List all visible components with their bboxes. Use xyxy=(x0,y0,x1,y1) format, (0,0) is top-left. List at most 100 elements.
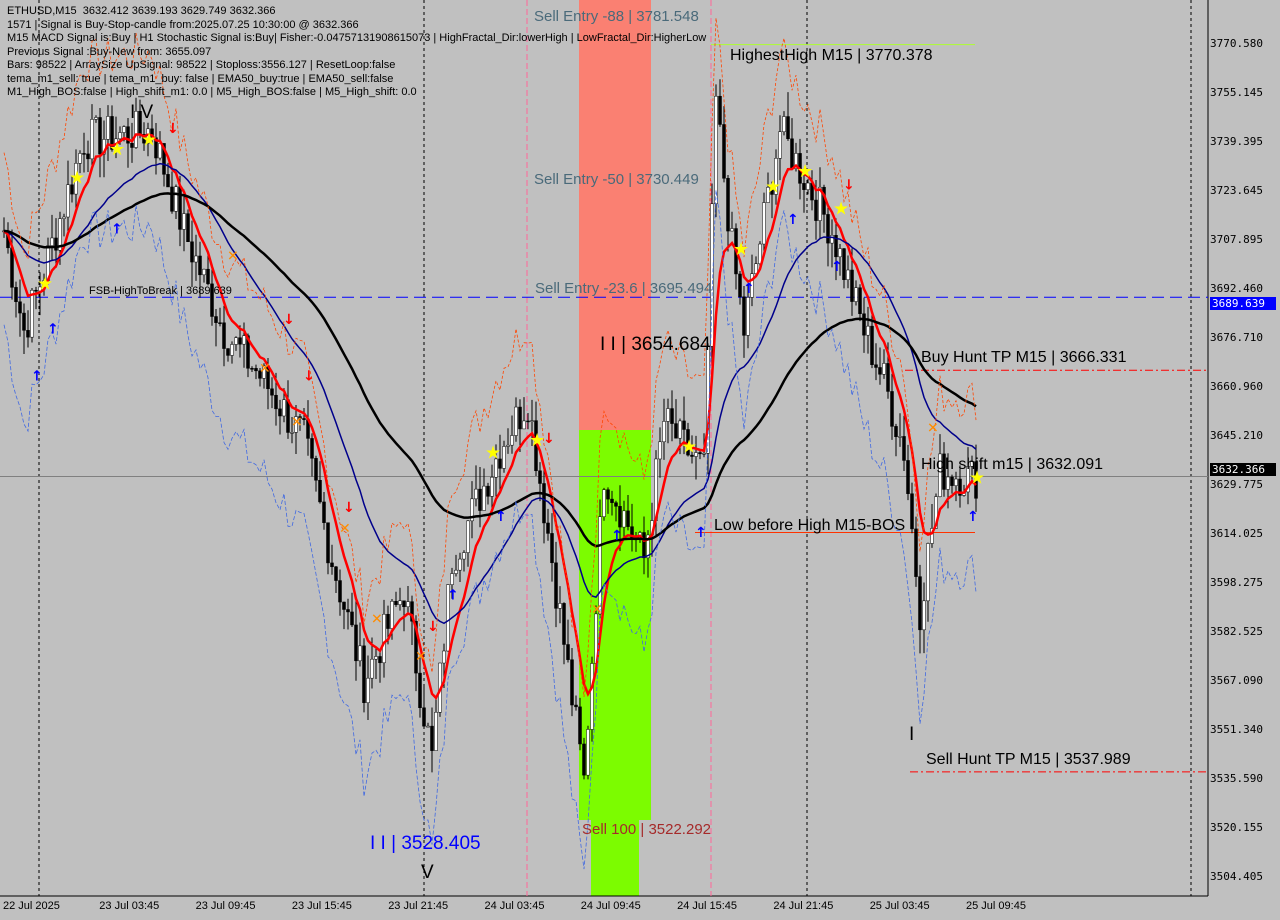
price-tick: 3755.145 xyxy=(1210,86,1263,99)
cross-marker-icon: ✕ xyxy=(927,421,939,437)
sell-entry-50-label: Sell Entry -50 | 3730.449 xyxy=(534,171,699,188)
price-tick: 3629.775 xyxy=(1210,478,1263,491)
candle-body xyxy=(806,182,810,190)
time-tick: 23 Jul 15:45 xyxy=(291,900,352,912)
candle-body xyxy=(34,289,38,292)
candle-body xyxy=(750,273,754,298)
info-line: M1_High_BOS:false | High_shift_m1: 0.0 |… xyxy=(7,86,417,98)
candle-body xyxy=(646,534,650,559)
lower-channel xyxy=(3,190,977,870)
candle-body xyxy=(910,493,914,530)
sell-arrow-icon: ↓ xyxy=(543,431,555,447)
candle-body xyxy=(250,368,254,370)
cross-marker-icon: ✕ xyxy=(259,361,271,377)
star-signal-icon: ★ xyxy=(485,443,501,464)
candle-body xyxy=(522,420,526,430)
candle-body xyxy=(354,624,358,662)
candle-body xyxy=(610,498,614,503)
candle-body xyxy=(338,580,342,603)
fsb-label: FSB-HighToBreak | 3689.639 xyxy=(89,285,232,297)
candle-body xyxy=(26,330,30,338)
candle-body xyxy=(274,394,278,410)
sell-entry-236-label: Sell Entry -23.6 | 3695.494 xyxy=(535,280,713,297)
candle-body xyxy=(898,436,902,438)
candle-body xyxy=(942,453,946,490)
candle-body xyxy=(954,478,958,486)
candle-body xyxy=(334,566,338,581)
candle-body xyxy=(82,153,86,155)
low-before-high-label: Low before High M15-BOS xyxy=(714,517,906,534)
candle-body xyxy=(462,552,466,560)
candle-body xyxy=(794,153,798,169)
candle-body xyxy=(86,153,90,160)
candle-body xyxy=(182,213,186,230)
candle-body xyxy=(390,601,394,629)
candle-body xyxy=(854,287,858,302)
candle-body xyxy=(578,706,582,745)
candle-body xyxy=(202,268,206,276)
candle-body xyxy=(878,367,882,375)
candle-body xyxy=(434,712,438,751)
star-signal-icon: ★ xyxy=(833,199,849,220)
candle-body xyxy=(926,543,930,602)
time-tick: 25 Jul 03:45 xyxy=(869,900,930,912)
candle-body xyxy=(710,203,714,347)
time-tick: 24 Jul 15:45 xyxy=(677,900,738,912)
info-line: 1571 | Signal is Buy-Stop-candle from:20… xyxy=(7,18,359,31)
candle-body xyxy=(62,216,66,219)
candle-body xyxy=(58,218,62,251)
candle-body xyxy=(938,453,942,497)
candle-body xyxy=(686,429,690,456)
candle-body xyxy=(482,485,486,511)
candle-body xyxy=(770,187,774,195)
candle-body xyxy=(450,573,454,585)
candle-body xyxy=(298,416,302,419)
candle-body xyxy=(442,650,446,664)
candle-body xyxy=(694,452,698,457)
price-tick: 3723.645 xyxy=(1210,184,1263,197)
candle-body xyxy=(930,528,934,544)
candle-body xyxy=(342,601,346,610)
candle-body xyxy=(198,255,202,276)
cross-marker-icon: ✕ xyxy=(371,612,383,628)
candle-body xyxy=(802,183,806,190)
sell-arrow-icon: ↓ xyxy=(427,619,439,635)
candle-body xyxy=(74,163,78,195)
candle-body xyxy=(18,301,22,314)
candle-body xyxy=(606,489,610,500)
candle-body xyxy=(362,645,366,703)
candle-body xyxy=(130,142,134,148)
candle-body xyxy=(914,528,918,577)
candle-body xyxy=(414,621,418,674)
candle-body xyxy=(94,117,98,120)
highest-high-label: HighestHigh M15 | 3770.378 xyxy=(730,47,933,64)
info-line: tema_m1_sell: true | tema_m1_buy: false … xyxy=(7,72,394,85)
candle-body xyxy=(402,600,406,608)
candle-body xyxy=(714,95,718,205)
candle-body xyxy=(658,441,662,460)
buy-arrow-icon: ↑ xyxy=(611,528,623,544)
info-line: Bars: 98522 | ArraySize UpSignal: 98522 … xyxy=(7,59,396,71)
candle-body xyxy=(282,399,286,417)
price-tick: 3598.275 xyxy=(1210,576,1263,589)
candle-body xyxy=(762,202,766,245)
candle-body xyxy=(558,603,562,609)
buy-zone xyxy=(579,430,651,820)
candle-body xyxy=(906,460,910,494)
price-tick: 3504.405 xyxy=(1210,870,1263,883)
price-tick: 3660.960 xyxy=(1210,380,1263,393)
time-tick: 23 Jul 21:45 xyxy=(388,900,449,912)
time-tick: 23 Jul 09:45 xyxy=(195,900,256,912)
candle-body xyxy=(118,132,122,140)
candle-body xyxy=(302,418,306,420)
candle-body xyxy=(766,187,770,203)
cross-marker-icon: ✕ xyxy=(415,649,427,665)
price-tick: 3567.090 xyxy=(1210,674,1263,687)
star-signal-icon: ★ xyxy=(765,177,781,198)
candle-body xyxy=(618,506,622,528)
candle-body xyxy=(866,325,870,336)
sell-arrow-icon: ↓ xyxy=(303,368,315,384)
candle-body xyxy=(162,143,166,175)
candle-body xyxy=(970,461,974,467)
